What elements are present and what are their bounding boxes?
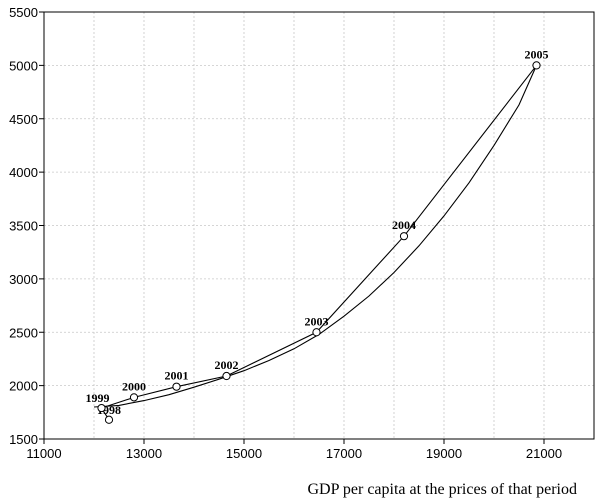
x-tick-label: 15000 bbox=[226, 446, 262, 461]
point-label: 2005 bbox=[525, 47, 549, 61]
data-point bbox=[129, 393, 139, 402]
y-tick-label: 2000 bbox=[9, 379, 38, 394]
grid bbox=[44, 12, 594, 439]
axis-ticks: 11000 13000 15000 17000 19000 21000 1500 2000 25… bbox=[9, 5, 562, 461]
data-point bbox=[532, 61, 541, 70]
y-tick-label: 4500 bbox=[9, 112, 38, 127]
y-tick-label: 1500 bbox=[9, 432, 38, 447]
y-tick-label: 3500 bbox=[9, 219, 38, 234]
y-tick-label: 5500 bbox=[9, 5, 38, 20]
data-point bbox=[312, 328, 321, 337]
y-tick-label: 2500 bbox=[9, 325, 38, 340]
x-axis-title: GDP per capita at the prices of that per… bbox=[307, 481, 577, 498]
observed-line bbox=[100, 65, 537, 421]
x-tick-label: 19000 bbox=[426, 446, 462, 461]
x-tick-label: 21000 bbox=[526, 446, 562, 461]
point-label: 2004 bbox=[392, 218, 416, 232]
point-label: 2003 bbox=[305, 314, 329, 328]
point-label: 2002 bbox=[215, 358, 239, 372]
fitted-curve bbox=[93, 65, 538, 408]
data-point bbox=[172, 382, 181, 391]
data-point bbox=[222, 371, 231, 381]
y-tick-label: 5000 bbox=[9, 58, 38, 73]
plot-frame bbox=[43, 11, 595, 440]
data-point bbox=[104, 415, 114, 424]
data-point bbox=[97, 403, 106, 413]
y-tick-label: 3000 bbox=[9, 272, 38, 287]
point-label: 1999 bbox=[86, 391, 110, 405]
x-tick-label: 11000 bbox=[26, 446, 61, 461]
data-point bbox=[399, 232, 409, 241]
x-tick-label: 17000 bbox=[326, 446, 362, 461]
y-tick-label: 4000 bbox=[9, 165, 38, 180]
x-tick-label: 13000 bbox=[126, 446, 162, 461]
point-label: 2000 bbox=[122, 379, 146, 393]
point-label: 2001 bbox=[165, 369, 189, 383]
